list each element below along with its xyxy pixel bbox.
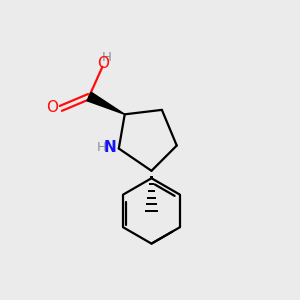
Text: N: N [104, 140, 117, 155]
Text: O: O [97, 56, 109, 71]
Text: H: H [102, 51, 112, 64]
Text: O: O [46, 100, 58, 115]
Text: H: H [97, 141, 106, 154]
Polygon shape [87, 92, 125, 114]
